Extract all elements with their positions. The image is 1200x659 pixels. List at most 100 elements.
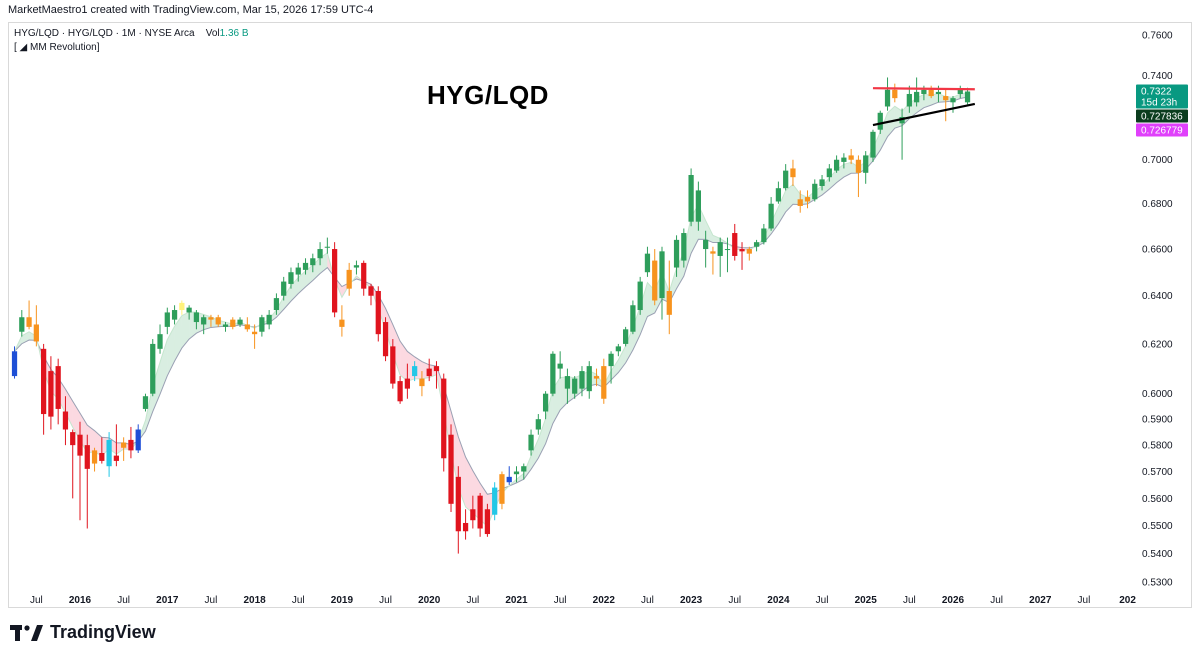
candle[interactable] [404,363,410,399]
candle[interactable] [797,190,803,213]
candle[interactable] [608,351,614,384]
candle[interactable] [753,239,760,252]
candle[interactable] [499,471,505,510]
candle[interactable] [673,235,680,277]
candle[interactable] [695,181,701,231]
candle[interactable] [659,246,665,320]
candle[interactable] [492,482,498,521]
candle[interactable] [593,368,600,387]
candle[interactable] [368,283,374,306]
candle[interactable] [99,437,105,464]
candle[interactable] [746,246,752,261]
candle[interactable] [877,110,883,134]
candle[interactable] [186,305,192,320]
candle[interactable] [623,326,629,347]
candle[interactable] [353,260,360,275]
candle[interactable] [164,307,170,335]
candle[interactable] [84,434,90,529]
candle[interactable] [739,242,745,270]
candle[interactable] [281,276,287,301]
indicator-label[interactable]: [ ◢ MM Revolution] [14,42,100,53]
candle[interactable] [833,155,840,173]
candle[interactable] [870,129,876,162]
candle[interactable] [339,305,345,337]
candle[interactable] [768,197,774,231]
candle[interactable] [91,447,98,472]
candle[interactable] [41,343,47,435]
candle[interactable] [33,305,39,347]
candle[interactable] [841,153,847,169]
candle[interactable] [579,366,585,397]
candle[interactable] [237,317,243,327]
candle[interactable] [361,260,367,296]
candle[interactable] [244,317,250,332]
candle[interactable] [521,463,527,480]
candle[interactable] [302,258,309,275]
candle[interactable] [666,260,672,335]
candle[interactable] [397,376,403,404]
candle[interactable] [142,393,149,412]
candle[interactable] [528,429,534,456]
candle[interactable] [462,509,469,540]
candle[interactable] [324,237,330,254]
candle[interactable] [732,223,738,261]
candle[interactable] [179,300,185,315]
candle[interactable] [230,317,236,330]
candle[interactable] [513,466,520,483]
candle[interactable] [77,421,83,521]
candle[interactable] [630,300,636,335]
candle[interactable] [157,324,163,354]
candle[interactable] [215,314,221,327]
candle[interactable] [433,361,440,389]
candle[interactable] [884,77,891,111]
candle[interactable] [55,358,61,425]
candle[interactable] [106,432,112,477]
candle[interactable] [601,358,607,404]
candle[interactable] [899,108,905,160]
candle[interactable] [332,242,338,318]
candle[interactable] [855,155,862,198]
tradingview-logo[interactable]: TradingView [10,622,156,643]
candle[interactable] [426,358,432,382]
candle[interactable] [819,174,825,191]
candle[interactable] [644,246,651,277]
candle[interactable] [572,376,578,399]
candle[interactable] [70,429,76,499]
candle[interactable] [113,424,119,467]
candle[interactable] [201,314,207,335]
candle[interactable] [804,190,811,209]
candle[interactable] [783,164,789,191]
candle[interactable] [193,310,200,330]
candle[interactable] [681,228,687,268]
candle[interactable] [48,356,54,430]
candle[interactable] [62,396,69,446]
candle[interactable] [317,242,323,266]
candle[interactable] [710,246,716,275]
candle[interactable] [171,305,178,325]
candle[interactable] [310,253,316,273]
candle[interactable] [863,151,869,184]
candle[interactable] [892,83,898,103]
candle[interactable] [295,262,301,282]
candle[interactable] [615,343,621,357]
candle[interactable] [542,391,549,420]
candle[interactable] [448,424,454,512]
candle[interactable] [717,237,723,277]
candle[interactable] [412,361,418,382]
candle[interactable] [455,466,461,554]
candle[interactable] [19,310,25,337]
candle[interactable] [121,437,127,461]
candle[interactable] [950,96,956,113]
candle[interactable] [812,179,818,202]
candle[interactable] [957,85,963,99]
candle[interactable] [848,148,854,165]
candle[interactable] [288,267,294,289]
candle[interactable] [564,368,571,404]
candle[interactable] [419,371,425,397]
candle[interactable] [703,230,709,268]
candle[interactable] [637,276,643,315]
candle[interactable] [914,77,920,107]
candle[interactable] [557,351,563,379]
candle[interactable] [11,346,18,379]
